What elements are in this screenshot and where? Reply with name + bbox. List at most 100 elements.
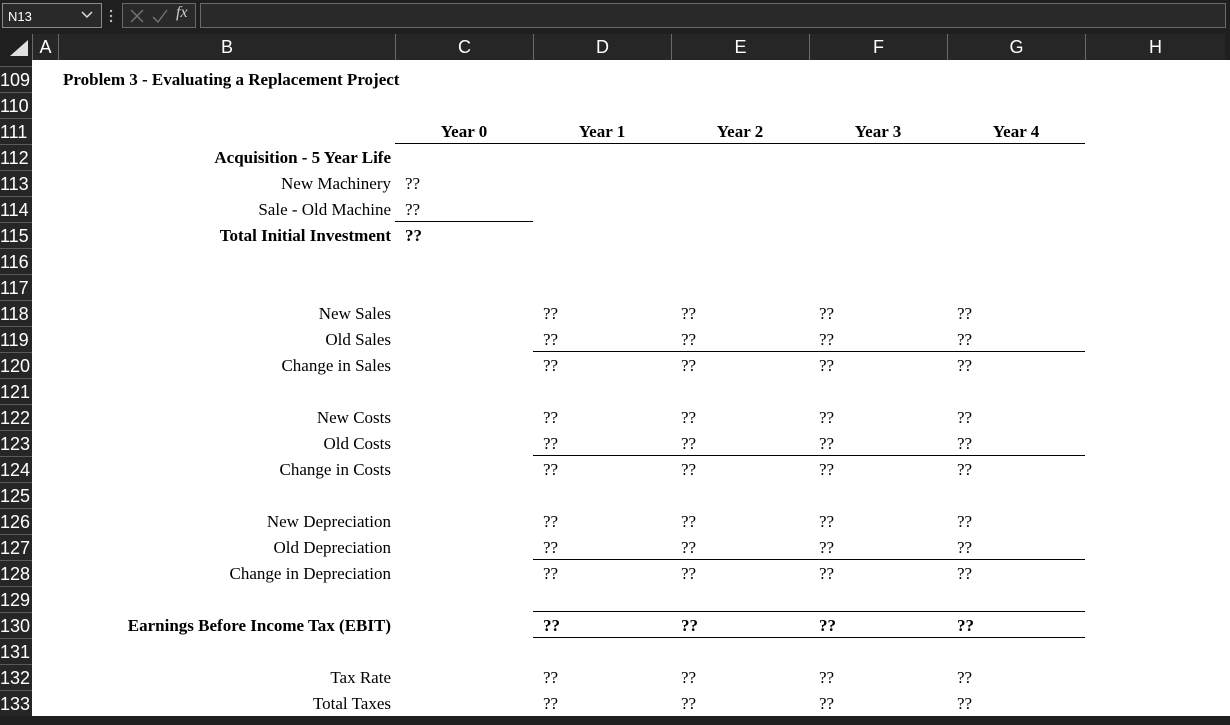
value-cell: ?? bbox=[681, 694, 697, 713]
cell-border bbox=[533, 559, 671, 560]
row-header[interactable]: 130 bbox=[0, 612, 32, 638]
value-cell: ?? bbox=[819, 668, 835, 687]
row-header[interactable]: 111 bbox=[0, 118, 32, 144]
row-header[interactable]: 123 bbox=[0, 430, 32, 456]
cell-border bbox=[809, 351, 947, 352]
value-cell: ?? bbox=[957, 460, 973, 479]
insert-function[interactable]: fx bbox=[176, 4, 188, 21]
cell-border bbox=[533, 351, 671, 352]
row-label: Earnings Before Income Tax (EBIT) bbox=[127, 616, 391, 635]
value-cell: ?? bbox=[819, 564, 835, 583]
row-label: New Costs bbox=[316, 408, 391, 427]
name-box[interactable]: N13 bbox=[2, 3, 102, 28]
handle bbox=[109, 9, 113, 23]
select-all[interactable] bbox=[0, 34, 32, 60]
row-label: New Depreciation bbox=[266, 512, 391, 531]
row-header[interactable]: 115 bbox=[0, 222, 32, 248]
value-cell: ?? bbox=[405, 174, 421, 193]
row-label: Change in Sales bbox=[281, 356, 391, 375]
column-header[interactable]: D bbox=[533, 34, 671, 60]
row-label: Total Initial Investment bbox=[219, 226, 391, 245]
row-header[interactable]: 132 bbox=[0, 664, 32, 690]
formula-input[interactable] bbox=[200, 3, 1226, 28]
row-header[interactable]: 128 bbox=[0, 560, 32, 586]
column-header[interactable]: A bbox=[32, 34, 58, 60]
row-header[interactable]: 114 bbox=[0, 196, 32, 222]
grid bbox=[32, 60, 1230, 716]
cell-border bbox=[533, 637, 671, 638]
value-cell: ?? bbox=[681, 330, 697, 349]
value-cell: ?? bbox=[957, 564, 973, 583]
value-cell: ?? bbox=[819, 408, 835, 427]
column-title: Year 2 bbox=[716, 122, 764, 141]
value-cell: ?? bbox=[957, 330, 973, 349]
row-header[interactable]: 120 bbox=[0, 352, 32, 378]
value-cell: ?? bbox=[957, 408, 973, 427]
value-cell: ?? bbox=[543, 408, 559, 427]
value-cell: ?? bbox=[543, 434, 559, 453]
value-cell: ?? bbox=[543, 668, 559, 687]
row-header[interactable]: 124 bbox=[0, 456, 32, 482]
cell-border bbox=[533, 143, 671, 144]
row-header[interactable]: 122 bbox=[0, 404, 32, 430]
row-header[interactable]: 110 bbox=[0, 92, 32, 118]
cell-border bbox=[947, 351, 1085, 352]
cell-border bbox=[947, 637, 1085, 638]
row-header[interactable]: 109 bbox=[0, 66, 32, 92]
row-label: Change in Depreciation bbox=[229, 564, 391, 583]
cell-border bbox=[809, 143, 947, 144]
dropdown-icon bbox=[81, 11, 93, 19]
column-header[interactable]: F bbox=[809, 34, 947, 60]
value-cell: ?? bbox=[681, 512, 697, 531]
row-label: Sale - Old Machine bbox=[258, 200, 391, 219]
row-header[interactable]: 133 bbox=[0, 690, 32, 716]
column-title: Year 3 bbox=[854, 122, 902, 141]
value-cell: ?? bbox=[957, 356, 973, 375]
row-header[interactable]: 117 bbox=[0, 274, 32, 300]
value-cell: ?? bbox=[819, 434, 835, 453]
row-header[interactable]: 113 bbox=[0, 170, 32, 196]
cell-border bbox=[947, 455, 1085, 456]
cell-border bbox=[671, 351, 809, 352]
value-cell: ?? bbox=[543, 538, 559, 557]
row-header[interactable]: 119 bbox=[0, 326, 32, 352]
sheet-title: Problem 3 - Evaluating a Replacement Pro… bbox=[63, 70, 400, 89]
value-cell: ?? bbox=[543, 512, 559, 531]
row-label: Acquisition - 5 Year Life bbox=[214, 148, 391, 167]
value-cell: ?? bbox=[819, 460, 835, 479]
row-label: New Machinery bbox=[281, 174, 391, 193]
row-header[interactable]: 127 bbox=[0, 534, 32, 560]
column-header[interactable]: C bbox=[395, 34, 533, 60]
value-cell: ?? bbox=[543, 564, 559, 583]
row-label: Change in Costs bbox=[279, 460, 391, 479]
row-header[interactable]: 126 bbox=[0, 508, 32, 534]
column-header[interactable]: H bbox=[1085, 34, 1225, 60]
column-title: Year 1 bbox=[578, 122, 626, 141]
row-header[interactable]: 131 bbox=[0, 638, 32, 664]
cell-border bbox=[395, 221, 533, 222]
column-header[interactable]: B bbox=[58, 34, 395, 60]
value-cell: ?? bbox=[957, 538, 973, 557]
column-header[interactable]: G bbox=[947, 34, 1085, 60]
cell-border bbox=[671, 637, 809, 638]
column-header[interactable]: E bbox=[671, 34, 809, 60]
value-cell: ?? bbox=[819, 356, 835, 375]
value-cell: ?? bbox=[681, 460, 697, 479]
row-header[interactable]: 118 bbox=[0, 300, 32, 326]
row-header[interactable]: 121 bbox=[0, 378, 32, 404]
row-label: Tax Rate bbox=[330, 668, 391, 687]
value-cell: ?? bbox=[819, 512, 835, 531]
row-label: Total Taxes bbox=[312, 694, 391, 713]
cell-border bbox=[809, 559, 947, 560]
row-header[interactable]: 125 bbox=[0, 482, 32, 508]
value-cell: ?? bbox=[957, 304, 973, 323]
row-header[interactable]: 116 bbox=[0, 248, 32, 274]
row-header[interactable]: 112 bbox=[0, 144, 32, 170]
value-cell: ?? bbox=[957, 668, 973, 687]
value-cell: ?? bbox=[681, 304, 697, 323]
value-cell: ?? bbox=[819, 538, 835, 557]
row-header[interactable]: 129 bbox=[0, 586, 32, 612]
column-title: Year 0 bbox=[440, 122, 488, 141]
value-cell: ?? bbox=[543, 330, 559, 349]
value-cell: ?? bbox=[957, 434, 973, 453]
